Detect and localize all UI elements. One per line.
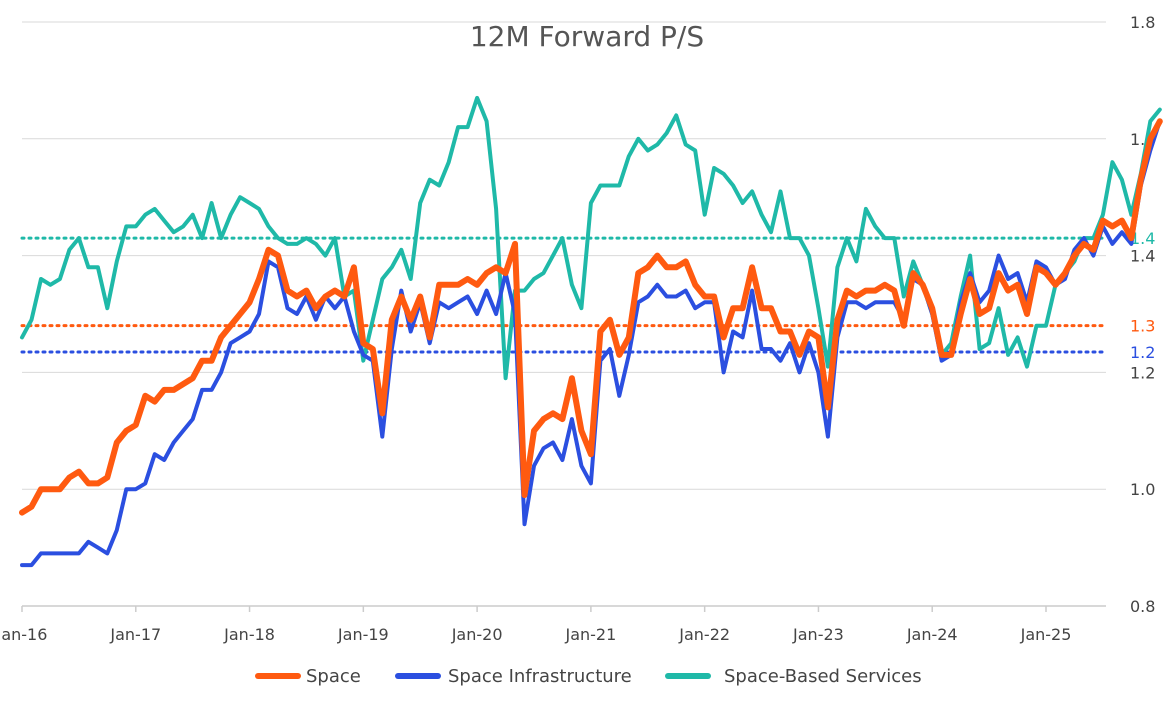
series-line-space-infrastructure [20, 119, 1162, 568]
x-tick-label: Jan-16 [0, 625, 47, 644]
legend-label: Space Infrastructure [448, 666, 632, 687]
reference-line-label: 1.4 [1130, 229, 1155, 248]
x-axis-ticks: Jan-16 Jan-17 Jan-18 Jan-19 Jan-20 Jan-21 Jan-… [0, 606, 1071, 644]
x-tick-label: Jan-23 [792, 625, 844, 644]
x-tick-label: Jan-22 [678, 625, 730, 644]
series-line-space [19, 118, 1163, 516]
y-tick-label: 1.8 [1130, 13, 1155, 32]
y-tick-label: 1.2 [1130, 363, 1155, 382]
y-tick-label: 1.0 [1130, 480, 1155, 499]
x-tick-label: Jan-20 [451, 625, 503, 644]
x-tick-label: Jan-24 [906, 625, 958, 644]
reference-line-label: 1.3 [1130, 317, 1155, 336]
chart-title: 12M Forward P/S [470, 20, 704, 53]
x-tick-label: Jan-21 [564, 625, 616, 644]
reference-line-label: 1.2 [1130, 343, 1155, 362]
y-axis-ticks: 0.81.01.21.41.61.8 [1130, 13, 1155, 616]
series-line-space-based-services [20, 95, 1162, 381]
legend-label: Space [306, 666, 361, 687]
x-tick-label: Jan-25 [1020, 625, 1072, 644]
legend: Space Space Infrastructure Space-Based Ser… [255, 666, 922, 687]
x-tick-label: Jan-17 [109, 625, 161, 644]
x-tick-label: Jan-18 [223, 625, 275, 644]
legend-label: Space-Based Services [724, 666, 922, 687]
x-tick-label: Jan-19 [337, 625, 389, 644]
y-tick-label: 1.4 [1130, 247, 1155, 266]
series-lines [19, 95, 1163, 568]
y-tick-label: 0.8 [1130, 597, 1155, 616]
